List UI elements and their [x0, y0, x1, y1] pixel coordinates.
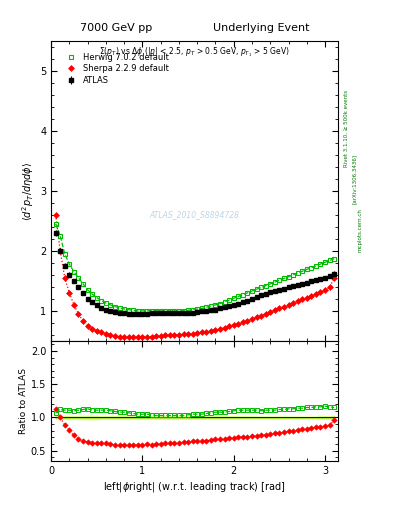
Text: ATLAS_2010_S8894728: ATLAS_2010_S8894728	[149, 210, 240, 220]
Line: Sherpa 2.2.9 default: Sherpa 2.2.9 default	[53, 213, 336, 339]
Herwig 7.0.2 default	[136, 308, 140, 314]
Sherpa 2.2.9 default	[131, 334, 136, 340]
Text: Underlying Event: Underlying Event	[213, 23, 309, 33]
Herwig 7.0.2 default	[195, 306, 200, 312]
Legend: Herwig 7.0.2 default, Sherpa 2.2.9 default, ATLAS: Herwig 7.0.2 default, Sherpa 2.2.9 defau…	[61, 51, 170, 87]
Text: Rivet 3.1.10, ≥ 500k events: Rivet 3.1.10, ≥ 500k events	[344, 90, 349, 166]
Text: 7000 GeV pp: 7000 GeV pp	[80, 23, 152, 33]
Text: mcplots.cern.ch: mcplots.cern.ch	[358, 208, 363, 252]
Sherpa 2.2.9 default	[76, 311, 81, 317]
Herwig 7.0.2 default	[127, 307, 131, 313]
Sherpa 2.2.9 default	[122, 334, 127, 340]
Herwig 7.0.2 default	[76, 275, 81, 281]
X-axis label: left$|\phi$right$|$ (w.r.t. leading track) [rad]: left$|\phi$right$|$ (w.r.t. leading trac…	[103, 480, 286, 494]
Herwig 7.0.2 default	[53, 221, 58, 227]
Sherpa 2.2.9 default	[332, 275, 336, 281]
Herwig 7.0.2 default	[108, 302, 113, 308]
Sherpa 2.2.9 default	[195, 330, 200, 336]
Text: $\Sigma(p_T)$ vs $\Delta\phi$ ($|\eta|$ < 2.5, $p_T$ > 0.5 GeV, $p_{T_1}$ > 5 Ge: $\Sigma(p_T)$ vs $\Delta\phi$ ($|\eta|$ …	[99, 46, 290, 59]
Sherpa 2.2.9 default	[108, 332, 113, 338]
Sherpa 2.2.9 default	[300, 296, 305, 303]
Y-axis label: Ratio to ATLAS: Ratio to ATLAS	[19, 368, 28, 434]
Sherpa 2.2.9 default	[53, 212, 58, 218]
Line: Herwig 7.0.2 default: Herwig 7.0.2 default	[53, 222, 337, 313]
Y-axis label: $\langle d^2 p_T/d\eta d\phi\rangle$: $\langle d^2 p_T/d\eta d\phi\rangle$	[20, 161, 36, 221]
Herwig 7.0.2 default	[227, 297, 231, 303]
Sherpa 2.2.9 default	[227, 324, 231, 330]
Herwig 7.0.2 default	[332, 255, 336, 262]
Text: [arXiv:1306.3436]: [arXiv:1306.3436]	[352, 154, 357, 204]
Herwig 7.0.2 default	[300, 268, 305, 274]
